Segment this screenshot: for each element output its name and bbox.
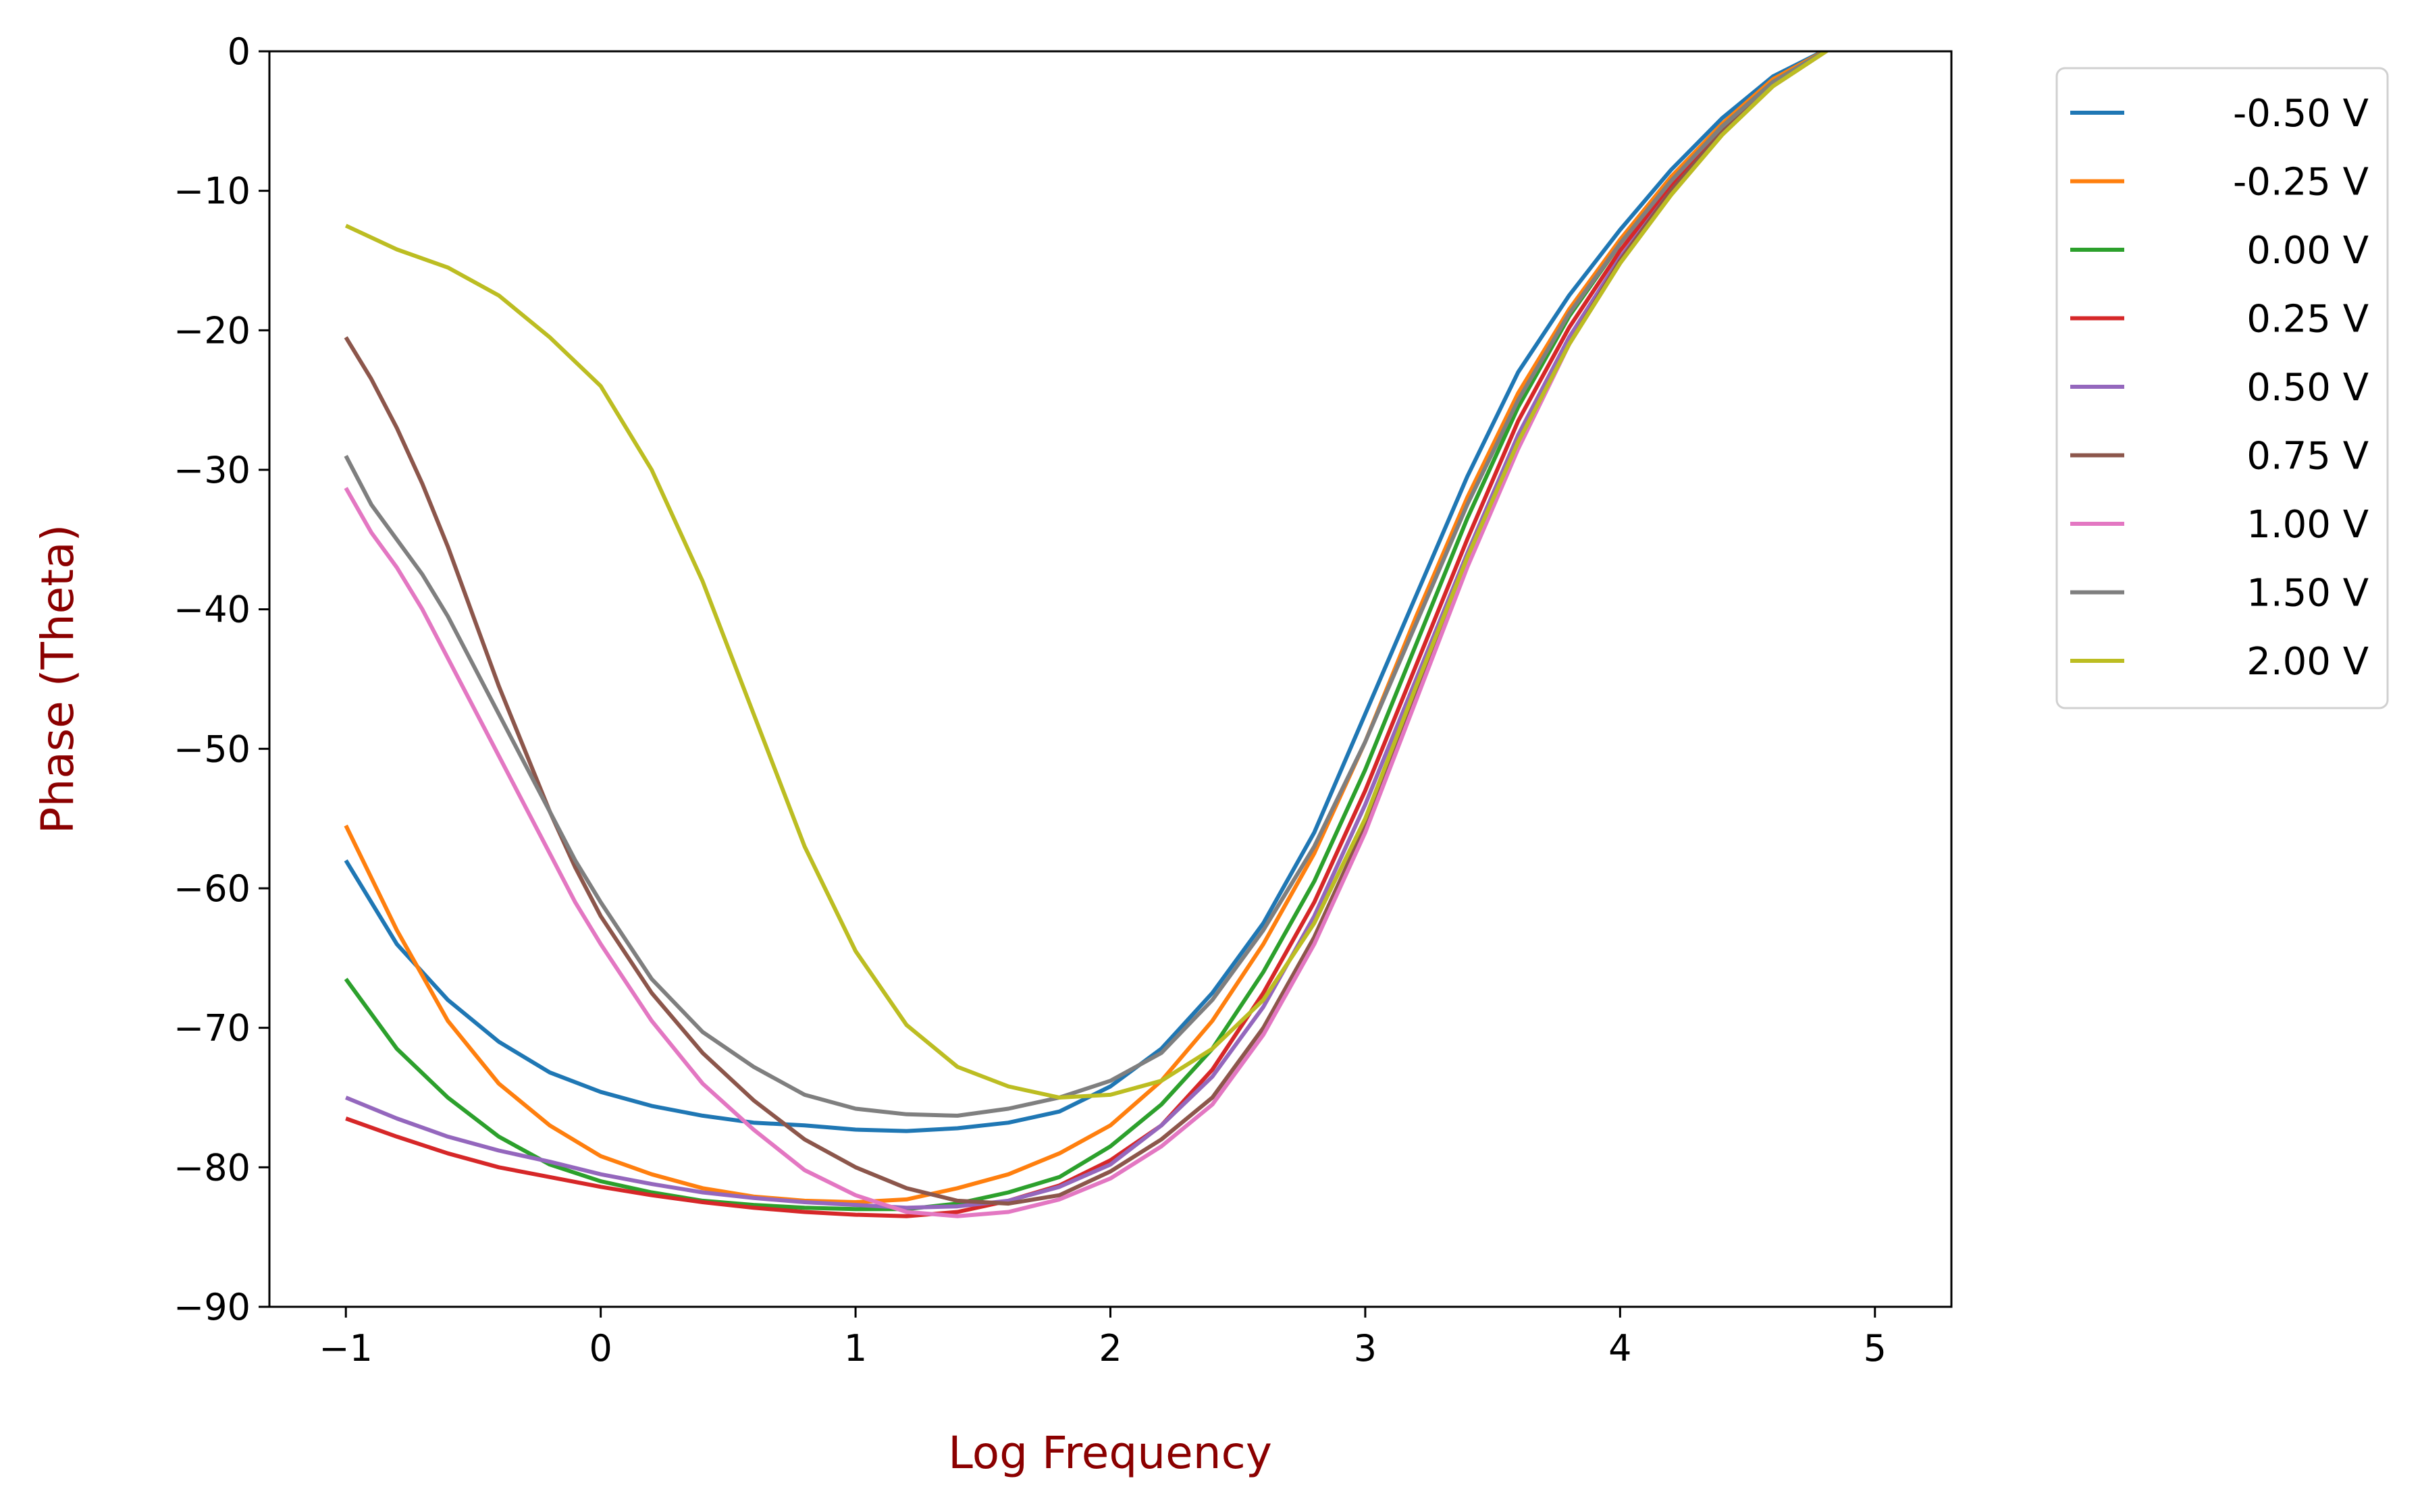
y-tick-label: −40 [174,589,251,631]
series-line-7 [344,51,1829,1118]
series-line-6 [344,51,1830,1218]
legend-label: 0.25 V [2246,298,2369,342]
x-tick-label: 5 [1864,1327,1887,1370]
legend-label: 0.00 V [2246,229,2369,273]
legend-box [2055,67,2389,709]
y-tick-label: −50 [174,728,251,770]
x-tick-label: 0 [589,1327,612,1370]
legend: -0.50 V -0.25 V 0.00 V 0.25 V 0.50 V 0.75 V 1.… [2055,67,2389,709]
y-axis: 0 −10 −20 −30 −40 −50 −60 −70 −80 −90 [174,30,269,1328]
series-line-3 [345,51,1830,1218]
y-tick-label: −20 [174,309,251,352]
legend-label: 1.00 V [2246,503,2369,547]
x-tick-label: −1 [319,1327,373,1370]
x-axis-title: Log Frequency [948,1427,1272,1479]
legend-label: 0.75 V [2246,435,2369,479]
y-tick-label: −90 [174,1286,251,1328]
series-line-8 [344,51,1830,1100]
y-tick-label: −30 [174,449,251,491]
series-line-0 [344,51,1828,1133]
legend-label: -0.50 V [2233,92,2369,136]
series-layer [344,51,1830,1218]
y-tick-label: −80 [174,1146,251,1189]
legend-label: 1.50 V [2246,572,2369,616]
series-line-4 [345,51,1830,1210]
y-tick-label: −60 [174,867,251,910]
y-tick-label: −10 [174,170,251,213]
y-tick-label: 0 [228,30,251,73]
series-line-1 [344,51,1829,1204]
x-tick-label: 3 [1354,1327,1377,1370]
x-tick-label: 1 [844,1327,867,1370]
x-axis: −1 0 1 2 3 4 5 [319,1307,1887,1370]
legend-label: 2.00 V [2246,640,2369,684]
x-tick-label: 2 [1099,1327,1122,1370]
x-tick-label: 4 [1608,1327,1631,1370]
y-tick-label: −70 [174,1007,251,1050]
legend-label: -0.25 V [2233,161,2369,205]
legend-label: 0.50 V [2246,366,2369,410]
y-axis-title: Phase (Theta) [32,524,84,834]
